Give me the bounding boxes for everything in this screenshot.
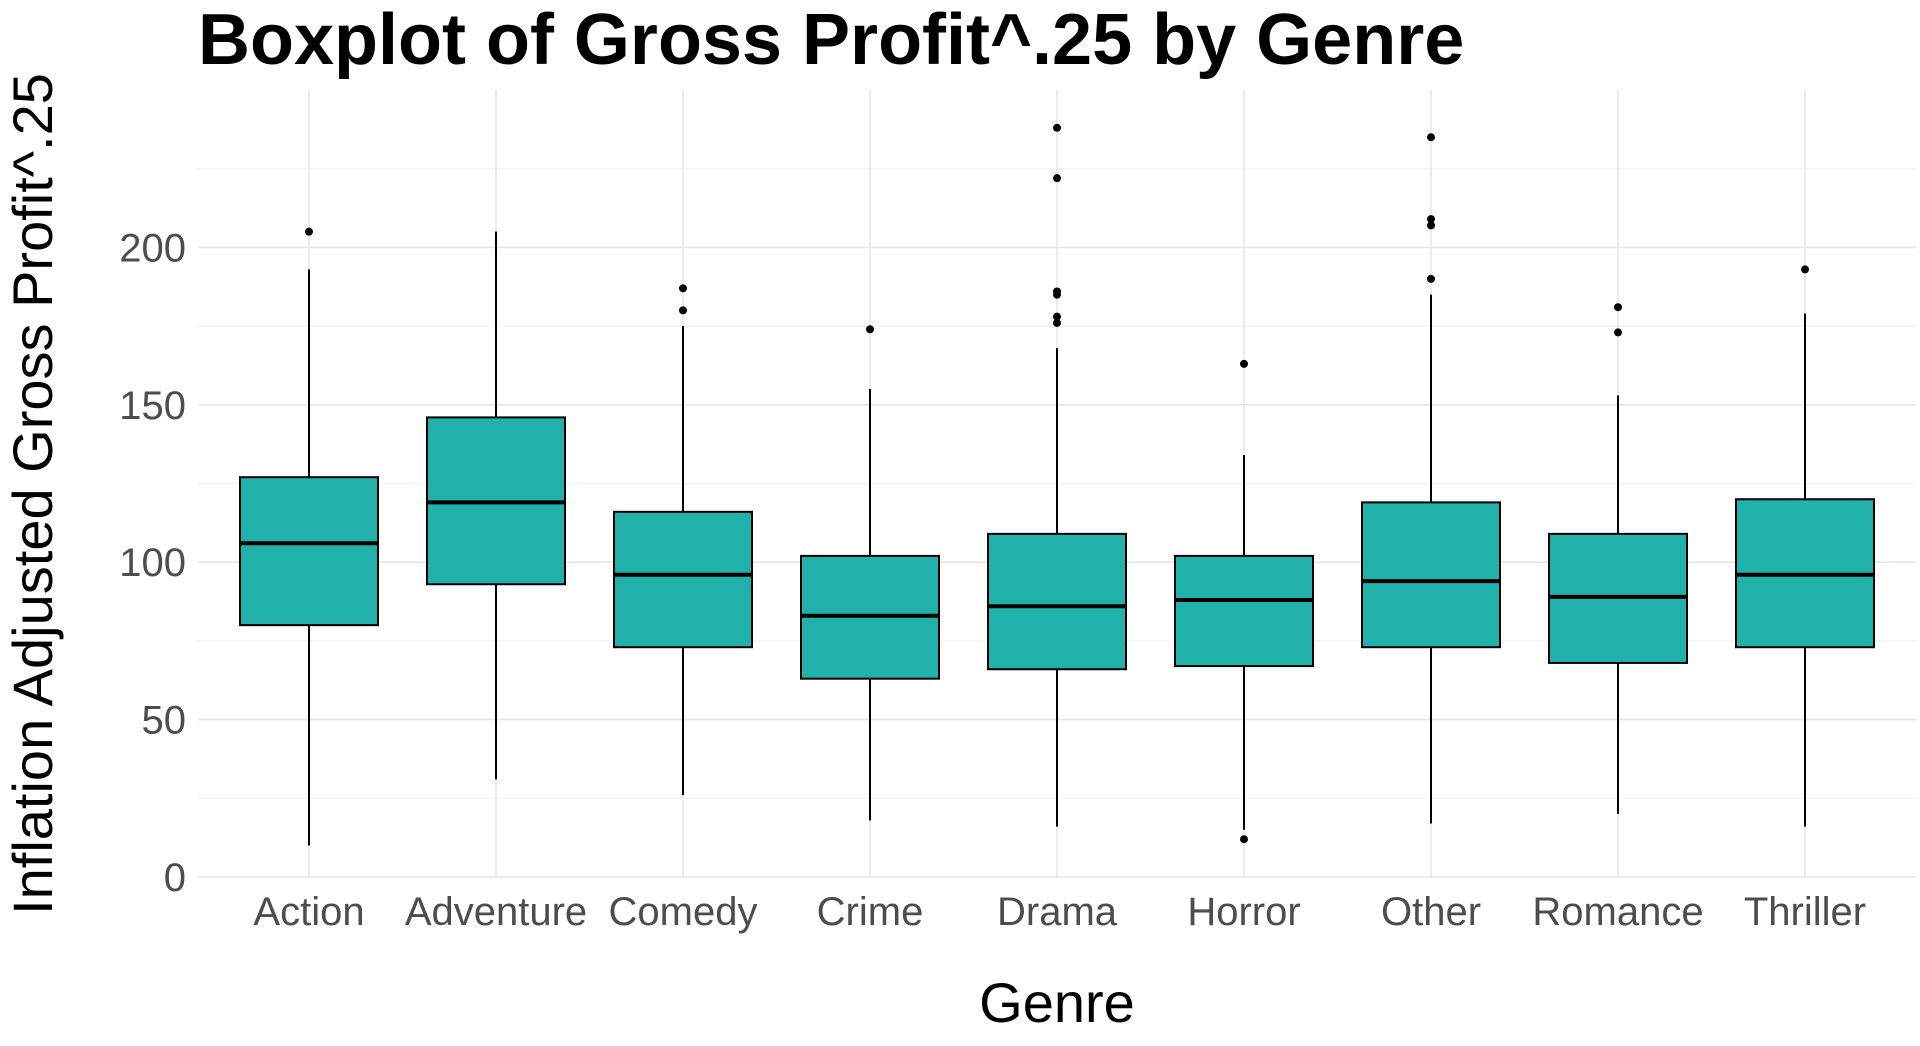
- outlier-point: [1240, 835, 1248, 844]
- outlier-point: [1801, 265, 1809, 274]
- outlier-point: [1240, 359, 1248, 368]
- outlier-point: [1053, 318, 1061, 327]
- outlier-point: [1053, 123, 1061, 132]
- outlier-point: [1614, 328, 1622, 337]
- x-tick-label: Thriller: [1744, 890, 1866, 934]
- box-action: [239, 227, 379, 846]
- y-tick-label: 0: [164, 856, 186, 900]
- outlier-point: [1427, 133, 1435, 142]
- box-adventure: [426, 231, 566, 780]
- iqr-box: [1361, 501, 1501, 649]
- boxes-layer: [239, 123, 1875, 846]
- box-crime: [800, 325, 940, 821]
- chart-title: Boxplot of Gross Profit^.25 by Genre: [198, 0, 1464, 80]
- outlier-point: [866, 325, 874, 334]
- outlier-point: [1053, 312, 1061, 321]
- outlier-point: [679, 306, 687, 315]
- box-drama: [987, 123, 1127, 827]
- outlier-point: [1427, 221, 1435, 230]
- y-tick-label: 150: [119, 384, 186, 428]
- outlier-point: [1053, 174, 1061, 183]
- x-tick-label: Comedy: [609, 890, 758, 934]
- box-comedy: [613, 284, 753, 796]
- box-horror: [1174, 359, 1314, 844]
- x-tick-label: Adventure: [405, 890, 587, 934]
- outlier-point: [305, 227, 313, 236]
- y-tick-label: 50: [142, 699, 187, 743]
- box-romance: [1548, 303, 1688, 815]
- iqr-box: [239, 476, 379, 627]
- iqr-box: [1174, 554, 1314, 668]
- iqr-box: [613, 510, 753, 649]
- x-tick-label: Romance: [1532, 890, 1703, 934]
- x-tick-label: Crime: [817, 890, 924, 934]
- x-tick-label: Action: [253, 890, 364, 934]
- x-tick-label: Drama: [997, 890, 1118, 934]
- y-tick-label: 100: [119, 541, 186, 585]
- y-axis-title: Inflation Adjusted Gross Profit^.25: [1, 73, 64, 915]
- tick-labels-layer: 0 50 100 150 200 Action Adventure Comedy Crime Dr…: [119, 226, 1866, 934]
- y-tick-label: 200: [119, 226, 186, 270]
- outlier-point: [679, 284, 687, 293]
- outlier-point: [1053, 287, 1061, 296]
- outlier-point: [1427, 215, 1435, 224]
- box-thriller: [1735, 265, 1875, 827]
- outlier-point: [1614, 303, 1622, 312]
- x-tick-label: Horror: [1187, 890, 1300, 934]
- box-other: [1361, 133, 1501, 824]
- iqr-box: [987, 532, 1127, 671]
- x-axis-title: Genre: [979, 971, 1135, 1034]
- x-tick-label: Other: [1381, 890, 1481, 934]
- outlier-point: [1427, 274, 1435, 283]
